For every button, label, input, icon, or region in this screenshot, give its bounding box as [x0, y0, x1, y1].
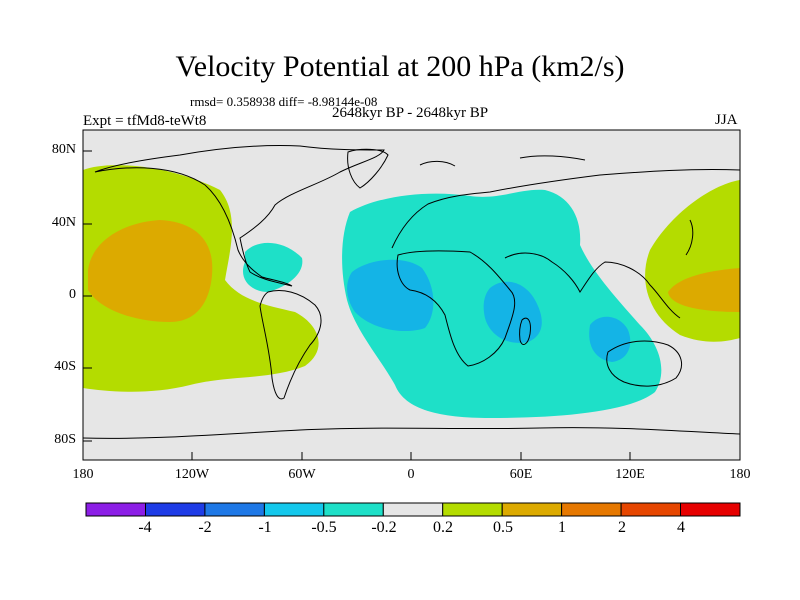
colorbar-label: -0.5 [311, 519, 337, 536]
colorbar-box [382, 502, 444, 517]
lon-label-60e: 60E [509, 467, 533, 482]
west-africa-strong-negative-region [347, 259, 434, 332]
colorbar-label: 0.5 [493, 519, 513, 536]
lat-label-0: 0 [69, 287, 76, 302]
lon-label-120w: 120W [174, 467, 210, 482]
colorbar [85, 502, 741, 517]
lat-label-80n: 80N [51, 142, 76, 157]
colorbar-label: -2 [198, 519, 212, 536]
lon-label-180e: 180 [729, 467, 751, 482]
coastlines [82, 144, 741, 439]
lon-label-180w: 180 [72, 467, 94, 482]
colorbar-label: 2 [618, 519, 626, 536]
lon-ticks [82, 452, 741, 460]
colorbar-box [501, 502, 563, 517]
experiment-label: Expt = tfMd8-teWt8 [83, 113, 207, 129]
lat-label-40n: 40N [51, 215, 76, 230]
pacific-east-strong-region [88, 220, 213, 322]
colorbar-box [323, 502, 384, 517]
colorbar-box [680, 502, 741, 517]
season-label: JJA [715, 112, 738, 128]
colorbar-box [145, 502, 206, 517]
colorbar-box [204, 502, 265, 517]
lon-label-60w: 60W [288, 467, 316, 482]
stats-line: rmsd= 0.358938 diff= -8.98144e-08 [190, 94, 378, 109]
lat-label-80s: 80S [54, 432, 76, 447]
map-title: Velocity Potential at 200 hPa (km2/s) [175, 50, 625, 83]
lat-label-40s: 40S [54, 359, 76, 374]
lon-label-120e: 120E [615, 467, 645, 482]
colorbar-box [442, 502, 503, 517]
east-africa-strong-negative-region [483, 281, 542, 343]
colorbar-box [620, 502, 682, 517]
lon-label-0: 0 [407, 467, 415, 482]
indian-ocean-strong-negative-region [589, 316, 631, 362]
colorbar-box [263, 502, 325, 517]
period-label: 2648kyr BP - 2648kyr BP [331, 105, 489, 121]
colorbar-label: -1 [258, 519, 272, 536]
colorbar-label: -0.2 [371, 519, 397, 536]
colorbar-label: 1 [558, 519, 566, 536]
colorbar-label: 4 [677, 519, 685, 536]
colorbar-label: -4 [138, 519, 152, 536]
colorbar-box [561, 502, 622, 517]
lat-ticks [83, 150, 92, 442]
caribbean-negative-region [242, 242, 303, 292]
colorbar-box [85, 502, 146, 517]
pacific-west-strong-region [668, 268, 740, 312]
colorbar-label: 0.2 [433, 519, 453, 536]
